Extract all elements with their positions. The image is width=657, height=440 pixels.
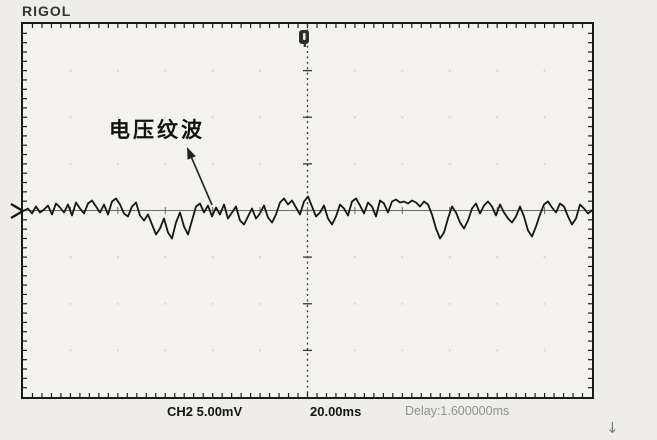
ripple-annotation-label: 电压纹波: [109, 118, 205, 142]
scope-screen: 电压纹波: [21, 22, 594, 399]
delay-readout: Delay:1.600000ms: [405, 404, 510, 418]
channel-position-marker-icon: [10, 203, 26, 219]
brand-logo: RIGOL: [22, 3, 72, 19]
waveform-plot: [23, 24, 592, 397]
timebase-readout: 20.00ms: [310, 404, 362, 419]
channel-scale-readout: CH2 5.00mV: [167, 404, 243, 419]
down-arrow-icon: ↓: [606, 419, 619, 437]
